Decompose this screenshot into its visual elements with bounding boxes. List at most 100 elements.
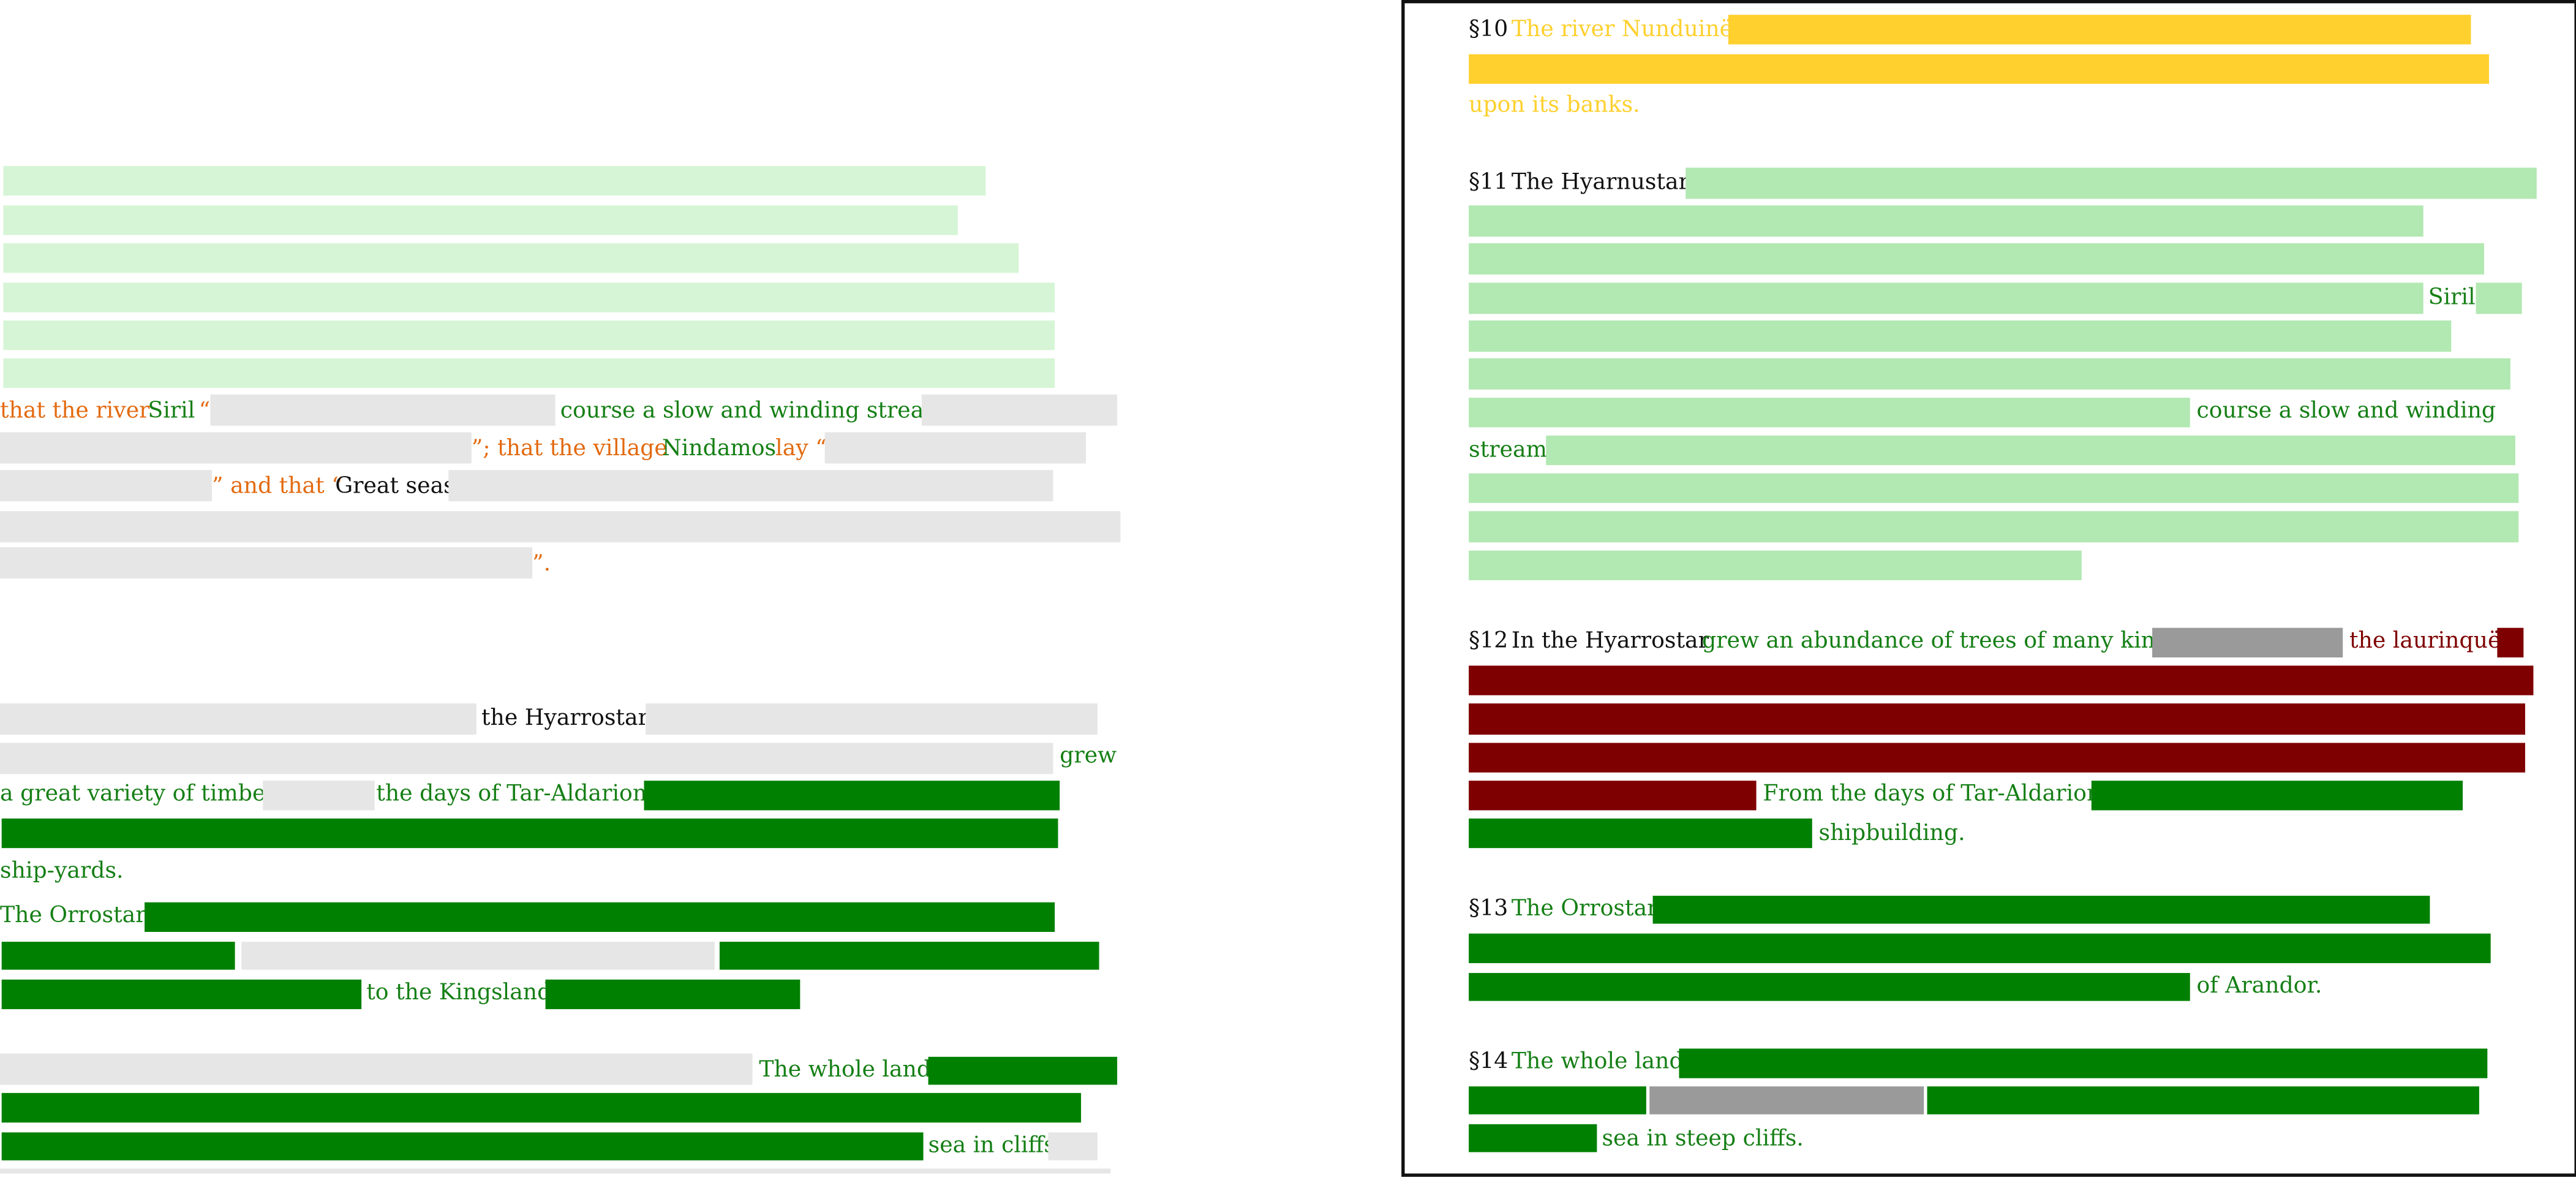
text-fragment: “ — [198, 398, 211, 425]
redaction-bar — [1469, 973, 2190, 1001]
text-fragment: ”; that the village — [471, 435, 668, 462]
text-fragment: The Hyarnustar — [1511, 169, 1689, 196]
text-fragment: course a slow and winding — [2196, 398, 2496, 425]
section-number: §11 — [1469, 169, 1508, 196]
redaction-bar — [646, 703, 1098, 735]
section-number: §13 — [1469, 895, 1508, 922]
text-fragment: the Hyarrostar — [481, 705, 649, 732]
text-fragment: The Orrostar — [0, 902, 146, 929]
redaction-bar — [1469, 665, 2534, 695]
redaction-bar — [1649, 1086, 1924, 1115]
redaction-bar — [3, 205, 958, 235]
redaction-bar — [1546, 435, 2515, 466]
redaction-bar — [3, 320, 1055, 350]
redaction-bar — [1469, 933, 2491, 963]
redaction-bar — [2497, 627, 2524, 657]
redaction-bar — [928, 1056, 1118, 1085]
redaction-bar — [0, 743, 1053, 774]
redaction-bar — [1469, 473, 2519, 503]
redaction-bar — [1927, 1086, 2479, 1115]
redaction-bar — [448, 470, 1053, 502]
redaction-bar — [1469, 358, 2510, 390]
text-fragment: a great variety of timber — [0, 781, 276, 808]
text-fragment: the days of Tar-Aldarion, — [376, 781, 654, 808]
redaction-bar — [263, 781, 375, 811]
text-fragment: sea in steep cliffs. — [1602, 1126, 1804, 1152]
redaction-bar — [1, 942, 235, 970]
text-fragment: The river Nunduinë — [1511, 16, 1733, 43]
text-fragment: grew an abundance of trees of many kinds — [1702, 627, 2181, 654]
text-fragment: lay “ — [775, 435, 827, 462]
section-number: §12 — [1469, 627, 1508, 654]
redaction-bar — [1469, 243, 2484, 274]
redaction-bar — [1469, 781, 1757, 811]
text-fragment: that the river — [0, 398, 150, 425]
redaction-bar — [1469, 743, 2526, 773]
redaction-bar — [3, 165, 986, 196]
text-fragment: ” and that “ — [212, 473, 343, 500]
redaction-bar — [1469, 1086, 1646, 1115]
text-fragment: to the Kingsland — [366, 979, 552, 1006]
text-fragment: ship-yards. — [0, 858, 124, 885]
redaction-bar — [1685, 167, 2537, 199]
redaction-bar — [0, 432, 472, 464]
redaction-bar — [2091, 781, 2463, 811]
redaction-bar — [3, 358, 1055, 388]
redaction-bar — [1469, 818, 1812, 849]
redaction-bar — [1469, 205, 2423, 237]
text-fragment: The whole land — [1511, 1048, 1684, 1075]
text-fragment: In the Hyarrostar — [1511, 627, 1709, 654]
text-fragment: ”. — [532, 550, 551, 577]
redaction-bar — [1469, 511, 2519, 543]
redaction-bar — [1, 818, 1058, 849]
text-fragment: upon its banks. — [1469, 92, 1640, 119]
redaction-bar — [0, 1053, 753, 1085]
redaction-bar — [921, 394, 1118, 426]
text-fragment: grew — [1060, 743, 1117, 770]
redaction-bar — [1469, 703, 2526, 735]
redaction-bar — [1469, 398, 2190, 428]
redaction-bar — [0, 703, 476, 735]
redaction-bar — [1469, 550, 2082, 580]
text-fragment: The whole land — [759, 1056, 932, 1083]
redaction-bar — [145, 902, 1055, 932]
redaction-bar — [0, 470, 213, 502]
redaction-bar — [1679, 1048, 2488, 1078]
redaction-bar — [1469, 282, 2423, 314]
section-number: §10 — [1469, 16, 1508, 43]
redaction-bar — [644, 781, 1060, 811]
text-fragment: of Arandor. — [2196, 973, 2322, 999]
redaction-bar — [0, 1168, 1111, 1174]
text-fragment: Siril — [148, 398, 195, 425]
text-fragment: stream — [1469, 437, 1547, 464]
redaction-bar — [2152, 627, 2343, 657]
redaction-bar — [719, 942, 1099, 970]
text-fragment: Siril — [2428, 284, 2476, 311]
redaction-bar — [545, 979, 800, 1010]
text-fragment: the laurinquë — [2349, 627, 2501, 654]
text-fragment: Nindamos — [662, 435, 777, 462]
text-fragment: sea in cliffs — [928, 1132, 1055, 1159]
redaction-bar — [210, 394, 555, 426]
redaction-bar — [1, 1132, 924, 1160]
redaction-bar — [1, 1092, 1082, 1123]
redaction-bar — [3, 243, 1019, 273]
redaction-bar — [1728, 15, 2471, 45]
redaction-bar — [2476, 282, 2522, 314]
redaction-bar — [1048, 1132, 1098, 1160]
text-fragment: course a slow and winding stream — [560, 398, 945, 425]
redaction-bar — [241, 942, 715, 970]
redaction-bar — [1469, 320, 2452, 352]
text-fragment: shipbuilding. — [1818, 820, 1965, 847]
text-fragment: The Orrostar — [1511, 895, 1658, 922]
redaction-bar — [0, 547, 533, 579]
text-fragment: Great seas — [335, 473, 455, 500]
redaction-bar — [0, 511, 1121, 543]
redaction-bar — [1652, 895, 2430, 924]
redaction-bar — [3, 282, 1055, 312]
redaction-bar — [824, 432, 1087, 464]
redaction-bar — [1469, 54, 2489, 84]
redaction-bar — [1469, 1124, 1597, 1152]
redaction-bar — [1, 979, 362, 1010]
